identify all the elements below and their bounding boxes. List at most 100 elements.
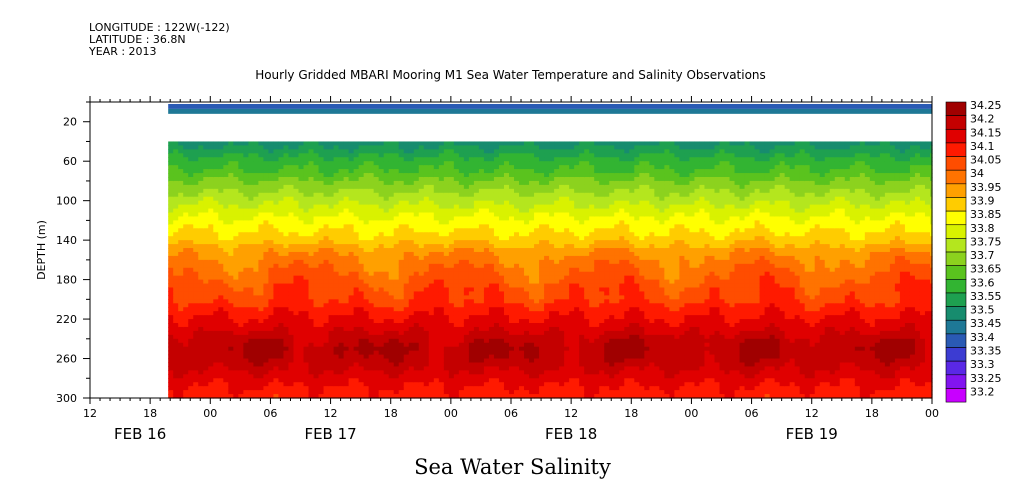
heatmap-cell [313, 307, 320, 312]
heatmap-cell [228, 382, 234, 387]
heatmap-cell [178, 255, 184, 261]
heatmap-cell [438, 196, 445, 202]
heatmap-cell [378, 307, 385, 312]
heatmap-cell [298, 350, 305, 356]
heatmap-cell [323, 330, 330, 336]
heatmap-cell [498, 334, 505, 340]
heatmap-cell [509, 346, 515, 352]
heatmap-cell [343, 378, 350, 383]
heatmap-cell [473, 346, 480, 352]
heatmap-cell [373, 204, 380, 210]
heatmap-cell [348, 350, 355, 356]
heatmap-cell [343, 295, 350, 300]
heatmap-cell [193, 326, 199, 332]
heatmap-cell [278, 366, 285, 371]
heatmap-cell [498, 319, 505, 324]
heatmap-cell [378, 358, 385, 364]
heatmap-cell [463, 334, 470, 340]
heatmap-cell [509, 153, 515, 158]
heatmap-cell [529, 338, 535, 344]
heatmap-cell [383, 350, 390, 356]
heatmap-cell [468, 315, 475, 320]
heatmap-cell [178, 271, 184, 277]
heatmap-cell [514, 366, 520, 371]
heatmap-cell [328, 176, 335, 182]
heatmap-cell [298, 330, 305, 336]
heatmap-cell [333, 346, 340, 352]
heatmap-cell [383, 370, 390, 375]
heatmap-cell [529, 208, 535, 214]
heatmap-cell [463, 248, 470, 253]
heatmap-cell [188, 330, 194, 336]
heatmap-cell [208, 173, 214, 178]
heatmap-cell [333, 342, 340, 348]
heatmap-cell [483, 232, 490, 237]
heatmap-cell [463, 165, 470, 170]
heatmap-cell [243, 232, 249, 237]
heatmap-cell [278, 149, 285, 154]
heatmap-cell [383, 390, 390, 395]
heatmap-cell [328, 394, 335, 399]
heatmap-cell [263, 251, 270, 257]
heatmap-cell [463, 366, 470, 371]
heatmap-cell [173, 295, 179, 300]
heatmap-cell [383, 283, 390, 289]
heatmap-cell [398, 188, 405, 194]
heatmap-cell [468, 295, 475, 300]
heatmap-cell [248, 267, 254, 273]
heatmap-cell [529, 299, 535, 304]
heatmap-cell [478, 358, 485, 364]
heatmap-cell [488, 161, 495, 166]
heatmap-cell [188, 236, 194, 241]
heatmap-cell [263, 386, 270, 391]
heatmap-cell [509, 169, 515, 174]
heatmap-cell [368, 220, 375, 225]
heatmap-cell [524, 244, 530, 249]
heatmap-cell [388, 334, 395, 340]
heatmap-cell [413, 315, 420, 320]
heatmap-cell [283, 165, 290, 170]
heatmap-cell [539, 358, 545, 364]
heatmap-cell [418, 141, 425, 147]
heatmap-cell [509, 370, 515, 375]
heatmap-cell [308, 303, 315, 308]
heatmap-cell [403, 267, 410, 273]
heatmap-cell [388, 204, 395, 210]
heatmap-cell [388, 330, 395, 336]
heatmap-cell [218, 374, 224, 379]
heatmap-cell [408, 287, 415, 293]
heatmap-cell [403, 173, 410, 178]
heatmap-cell [353, 216, 360, 221]
heatmap-cell [238, 149, 244, 154]
heatmap-cell [413, 220, 420, 225]
heatmap-cell [473, 299, 480, 304]
heatmap-cell [343, 184, 350, 190]
heatmap-cell [313, 386, 320, 391]
heatmap-cell [438, 358, 445, 364]
heatmap-cell [488, 196, 495, 202]
heatmap-cell [549, 200, 555, 206]
heatmap-cell [193, 212, 199, 218]
heatmap-cell [248, 180, 254, 186]
heatmap-cell [328, 354, 335, 360]
heatmap-cell [238, 295, 244, 300]
heatmap-cell [393, 326, 400, 332]
heatmap-cell [268, 153, 275, 158]
heatmap-cell [363, 192, 370, 198]
heatmap-cell [203, 263, 209, 269]
heatmap-cell [453, 374, 460, 379]
heatmap-cell [353, 232, 360, 237]
heatmap-cell [168, 334, 174, 340]
heatmap-cell [248, 358, 254, 364]
heatmap-cell [263, 180, 270, 186]
heatmap-cell [203, 386, 209, 391]
heatmap-cell [333, 165, 340, 170]
heatmap-cell [519, 323, 525, 328]
heatmap-cell [303, 271, 310, 277]
heatmap-cell [243, 390, 249, 395]
heatmap-cell [388, 153, 395, 158]
heatmap-cell [293, 145, 300, 150]
heatmap-cell [453, 334, 460, 340]
heatmap-cell [203, 165, 209, 170]
heatmap-cell [243, 259, 249, 265]
